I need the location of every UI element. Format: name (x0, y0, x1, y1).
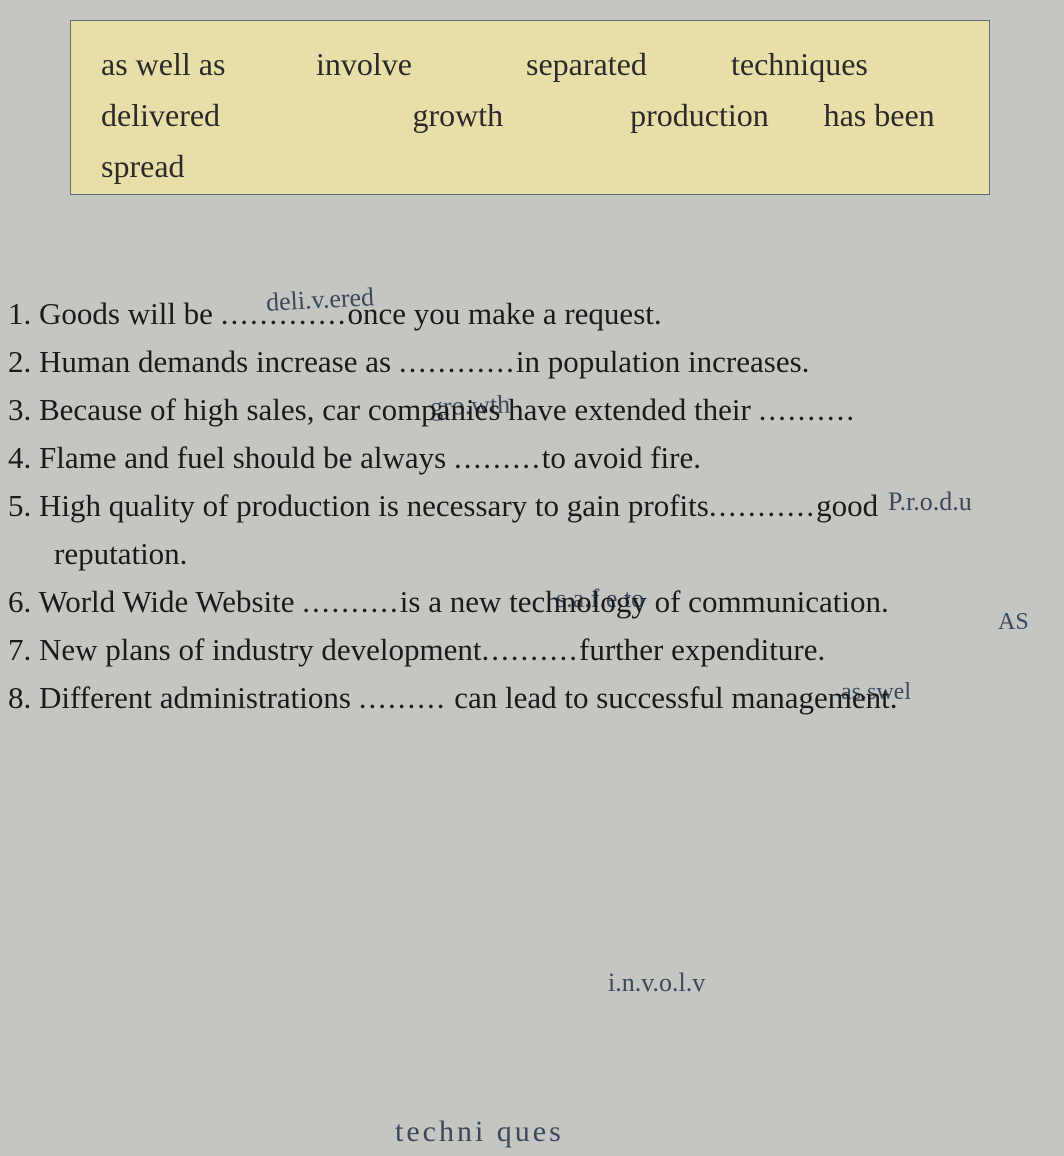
word-growth: growth (412, 90, 630, 141)
q4-blank[interactable]: ......... (454, 440, 542, 475)
q8-after: can lead to successful management. (446, 680, 897, 715)
word-techniques: techniques (731, 39, 901, 90)
word-involve: involve (316, 39, 526, 90)
q8-before: Different administrations (39, 680, 359, 715)
q3-blank[interactable]: .......... (759, 392, 857, 427)
question-1: 1. Goods will be .............once you m… (0, 290, 1064, 338)
question-8: 8. Different administrations ......... c… (0, 674, 1064, 722)
word-separated: separated (526, 39, 731, 90)
question-2: 2. Human demands increase as ...........… (0, 338, 1064, 386)
q7-blank[interactable]: .......... (482, 632, 580, 667)
q1-before: Goods will be (39, 296, 221, 331)
q2-num: 2. (8, 344, 31, 379)
q1-num: 1. (8, 296, 31, 331)
q2-blank[interactable]: ............ (399, 344, 516, 379)
q3-before: Because of high sales, car companies hav… (39, 392, 759, 427)
word-aswellas: as well as (101, 39, 316, 90)
q7-after: further expenditure. (579, 632, 825, 667)
hw-answer-8: techni ques (395, 1109, 564, 1156)
question-5: 5. High quality of production is necessa… (0, 482, 1064, 530)
question-4: 4. Flame and fuel should be always .....… (0, 434, 1064, 482)
q6-after: is a new technology of communication. (400, 584, 889, 619)
word-row-3: spread (101, 141, 959, 192)
word-delivered: delivered (101, 90, 412, 141)
q3-num: 3. (8, 392, 31, 427)
word-row-1: as well as involve separated techniques (101, 39, 959, 90)
word-hasbeen: has been (824, 90, 959, 141)
q5-before: High quality of production is necessary … (39, 488, 709, 523)
q7-num: 7. (8, 632, 31, 667)
hw-answer-7: i.n.v.o.l.v (608, 963, 705, 1003)
q5-blank[interactable]: ........... (709, 488, 816, 523)
q4-before: Flame and fuel should be always (39, 440, 454, 475)
q1-after: once you make a request. (347, 296, 661, 331)
question-6: 6. World Wide Website ..........is a new… (0, 578, 1064, 626)
q7-before: New plans of industry development (39, 632, 482, 667)
q6-num: 6. (8, 584, 31, 619)
hw-answer-1: deli.v.ered (265, 277, 375, 323)
word-row-2: delivered growth production has been (101, 90, 959, 141)
q5-cont: reputation. (54, 536, 187, 571)
word-bank-box: as well as involve separated techniques … (70, 20, 990, 195)
word-spread: spread (101, 141, 251, 192)
word-production: production (630, 90, 823, 141)
q8-blank[interactable]: ......... (359, 680, 447, 715)
question-5-cont: reputation. (0, 530, 1064, 578)
question-3: 3. Because of high sales, car companies … (0, 386, 1064, 434)
questions-list: 1. Goods will be .............once you m… (0, 290, 1064, 722)
q4-num: 4. (8, 440, 31, 475)
q6-blank[interactable]: .......... (302, 584, 400, 619)
q4-after: to avoid fire. (542, 440, 701, 475)
q5-after: good (816, 488, 878, 523)
q8-num: 8. (8, 680, 31, 715)
q6-before: World Wide Website (38, 584, 302, 619)
q2-after: in population increases. (516, 344, 810, 379)
question-7: 7. New plans of industry development....… (0, 626, 1064, 674)
q5-num: 5. (8, 488, 31, 523)
q2-before: Human demands increase as (39, 344, 399, 379)
